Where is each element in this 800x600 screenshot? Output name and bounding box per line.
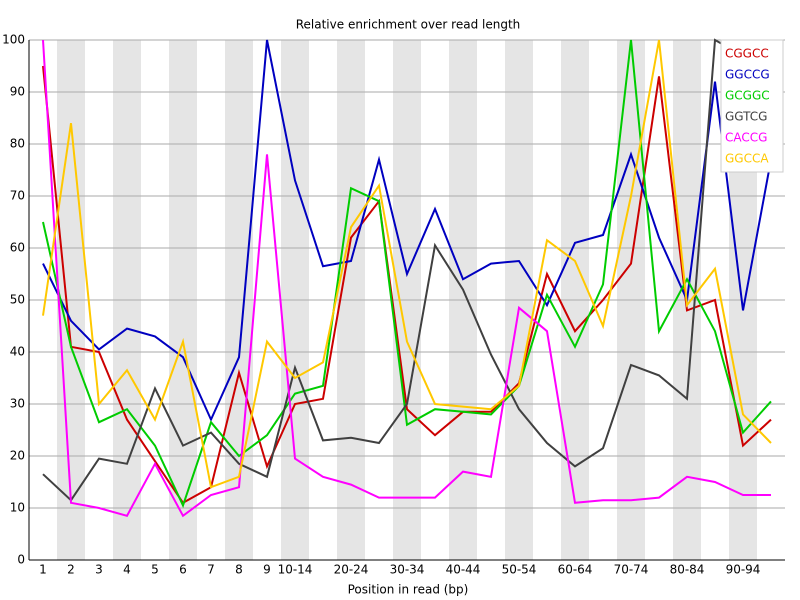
legend-entry: GGCCG: [725, 68, 770, 82]
x-tick-label: 60-64: [558, 563, 593, 577]
y-tick-label: 70: [10, 189, 25, 203]
series-line: [42, 39, 772, 423]
x-axis-label: Position in read (bp): [348, 583, 469, 597]
x-tick-label: 1: [39, 563, 47, 577]
y-tick-label: 0: [17, 553, 25, 567]
y-tick-label: 40: [10, 345, 25, 359]
legend-entry: CACCG: [725, 131, 767, 145]
x-tick-label: 30-34: [390, 563, 425, 577]
y-tick-label: 10: [10, 501, 25, 515]
legend-box: [720, 39, 784, 173]
x-tick-label: 40-44: [446, 563, 481, 577]
series-line: [42, 39, 772, 489]
x-tick-label: 2: [67, 563, 75, 577]
x-tick-label: 70-74: [614, 563, 649, 577]
x-tick-label: 9: [263, 563, 271, 577]
series-line: [42, 65, 772, 505]
y-tick-label: 20: [10, 449, 25, 463]
x-tick-label: 8: [235, 563, 243, 577]
y-tick-label: 60: [10, 241, 25, 255]
chart-title: Relative enrichment over read length: [296, 18, 521, 32]
legend-entry: GGTCG: [725, 110, 767, 124]
series-line: [42, 38, 772, 502]
x-tick-label: 6: [179, 563, 187, 577]
x-tick-label: 3: [95, 563, 103, 577]
x-tick-label: 90-94: [726, 563, 761, 577]
x-tick-label: 10-14: [278, 563, 313, 577]
y-tick-label: 90: [10, 85, 25, 99]
x-tick-label: 50-54: [502, 563, 537, 577]
legend-entry: GGCCA: [725, 152, 769, 166]
x-tick-label: 5: [151, 563, 159, 577]
x-tick-label: 80-84: [670, 563, 705, 577]
y-tick-label: 100: [2, 33, 25, 47]
y-tick-label: 30: [10, 397, 25, 411]
x-tick-label: 20-24: [334, 563, 369, 577]
legend-entry: CGGCC: [725, 47, 769, 61]
series-line: [42, 39, 772, 509]
legend-entry: GCGGC: [725, 89, 770, 103]
x-tick-label: 7: [207, 563, 215, 577]
y-tick-label: 50: [10, 293, 25, 307]
x-tick-label: 4: [123, 563, 131, 577]
series-line: [42, 39, 771, 518]
y-tick-label: 80: [10, 137, 25, 151]
